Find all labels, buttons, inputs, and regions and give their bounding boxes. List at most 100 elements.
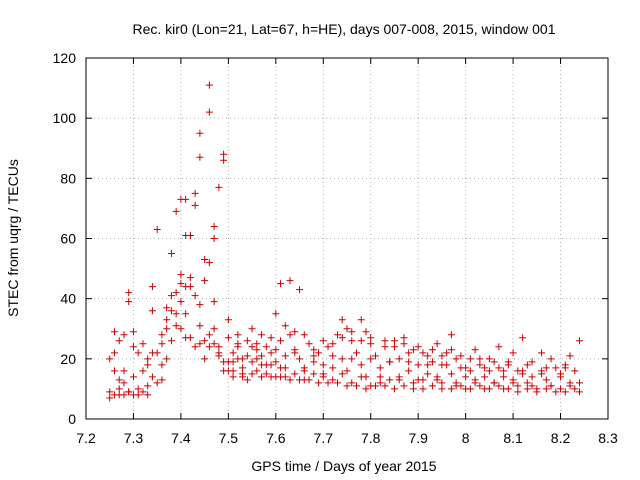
grid (86, 58, 608, 419)
data-point (438, 352, 446, 360)
data-point (205, 259, 213, 267)
data-point (447, 370, 455, 378)
data-point (262, 370, 270, 378)
data-point (405, 349, 413, 357)
data-point (120, 331, 128, 339)
data-point (177, 325, 185, 333)
data-point (220, 367, 228, 375)
y-tick-label: 80 (60, 170, 76, 186)
data-point (205, 81, 213, 89)
data-point (267, 334, 275, 342)
data-point (163, 355, 171, 363)
data-point (120, 367, 128, 375)
data-point (291, 328, 299, 336)
data-point (229, 367, 237, 375)
data-point (324, 379, 332, 387)
data-point (258, 331, 266, 339)
data-point (386, 376, 394, 384)
data-point (186, 283, 194, 291)
data-point (561, 388, 569, 396)
data-point (286, 331, 294, 339)
data-point (386, 358, 394, 366)
data-point (414, 343, 422, 351)
data-point (329, 340, 337, 348)
data-point (362, 328, 370, 336)
data-point (177, 271, 185, 279)
data-point (201, 277, 209, 285)
data-point (177, 298, 185, 306)
data-point (182, 334, 190, 342)
data-point (462, 364, 470, 372)
data-point (576, 337, 584, 345)
data-point (443, 361, 451, 369)
data-point (115, 385, 123, 393)
data-point (258, 373, 266, 381)
data-point (514, 382, 522, 390)
data-point (447, 346, 455, 354)
data-point (471, 379, 479, 387)
data-point (205, 331, 213, 339)
data-point (338, 334, 346, 342)
data-point (519, 334, 527, 342)
data-point (310, 346, 318, 354)
data-point (196, 340, 204, 348)
data-point (205, 343, 213, 351)
data-point (376, 373, 384, 381)
data-point (224, 334, 232, 342)
data-point (186, 274, 194, 282)
data-point (191, 292, 199, 300)
data-point (125, 289, 133, 297)
data-point (253, 346, 261, 354)
data-point (348, 328, 356, 336)
data-point (234, 340, 242, 348)
chart-title: Rec. kir0 (Lon=21, Lat=67, h=HE), days 0… (133, 21, 556, 37)
data-point (215, 349, 223, 357)
data-point (106, 355, 114, 363)
data-point (201, 337, 209, 345)
data-point (338, 355, 346, 363)
data-point (500, 367, 508, 375)
data-point (376, 379, 384, 387)
data-point (262, 343, 270, 351)
data-point (253, 367, 261, 375)
y-tick-labels: 0 20 40 60 80 100 120 (53, 50, 77, 427)
data-point (305, 340, 313, 348)
data-point (315, 379, 323, 387)
data-point (281, 352, 289, 360)
data-point (334, 379, 342, 387)
data-point (428, 382, 436, 390)
data-point (296, 355, 304, 363)
data-point (139, 340, 147, 348)
data-point (395, 376, 403, 384)
data-point (239, 370, 247, 378)
data-point (490, 379, 498, 387)
data-point (528, 358, 536, 366)
data-point (528, 382, 536, 390)
data-point (329, 364, 337, 372)
data-point (158, 340, 166, 348)
x-tick-labels: 7.2 7.3 7.4 7.5 7.6 7.7 7.8 7.9 8 8.1 8.2 8.3 (76, 430, 618, 446)
data-point (272, 346, 280, 354)
data-point (476, 355, 484, 363)
data-point (504, 358, 512, 366)
data-point (433, 376, 441, 384)
data-point (201, 355, 209, 363)
data-point (348, 337, 356, 345)
data-point (395, 355, 403, 363)
data-point (196, 301, 204, 309)
data-point (253, 355, 261, 363)
x-tick-label: 7.4 (171, 430, 191, 446)
data-point (319, 370, 327, 378)
data-point (248, 370, 256, 378)
data-point (457, 352, 465, 360)
data-point (191, 343, 199, 351)
data-point (343, 325, 351, 333)
x-tick-label: 7.7 (314, 430, 334, 446)
data-point (405, 367, 413, 375)
data-point (319, 337, 327, 345)
data-point (452, 355, 460, 363)
data-point (538, 370, 546, 378)
ticks (85, 57, 609, 420)
